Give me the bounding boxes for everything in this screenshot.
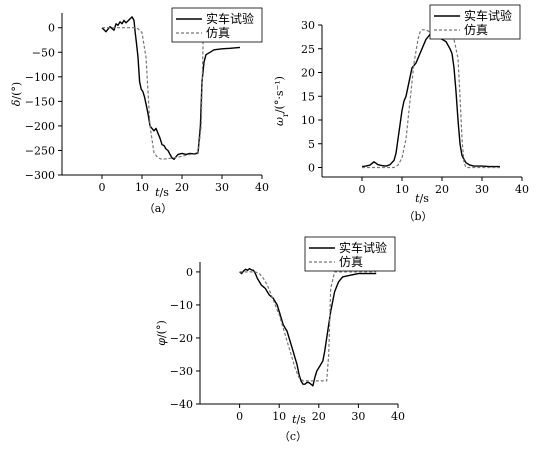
panel-caption: （b） bbox=[403, 210, 432, 223]
x-axis-label: t/s bbox=[155, 186, 169, 199]
test-series-line bbox=[101, 16, 241, 161]
y-tick-label: −200 bbox=[25, 120, 55, 133]
y-tick-label: −40 bbox=[170, 398, 193, 411]
panel-caption: （a） bbox=[144, 202, 173, 215]
y-tick-label: −300 bbox=[25, 169, 55, 182]
y-tick-label: −150 bbox=[25, 95, 55, 108]
x-tick-label: 0 bbox=[99, 181, 106, 194]
legend-test-label: 实车试验 bbox=[464, 8, 512, 23]
y-axis-label: δ/(°) bbox=[10, 82, 23, 106]
x-tick-label: 20 bbox=[312, 410, 326, 423]
y-tick-label: 5 bbox=[308, 138, 315, 151]
y-tick-label: −30 bbox=[170, 365, 193, 378]
y-tick-label: −50 bbox=[32, 46, 55, 59]
x-tick-label: 0 bbox=[236, 410, 243, 423]
legend-test-label: 实车试验 bbox=[339, 240, 387, 255]
x-tick-label: 10 bbox=[135, 181, 149, 194]
y-tick-label: −250 bbox=[25, 144, 55, 157]
x-tick-label: 20 bbox=[175, 181, 189, 194]
y-axis-label: φ/(°) bbox=[155, 320, 168, 346]
y-tick-label: 30 bbox=[301, 19, 315, 32]
x-tick-label: 40 bbox=[515, 183, 529, 196]
x-tick-label: 30 bbox=[351, 410, 365, 423]
y-tick-label: −10 bbox=[170, 299, 193, 312]
legend-simulation-label: 仿真 bbox=[206, 26, 230, 40]
y-tick-label: 0 bbox=[48, 22, 55, 35]
x-tick-label: 10 bbox=[272, 410, 286, 423]
y-tick-label: 0 bbox=[186, 266, 193, 279]
y-tick-label: 25 bbox=[301, 43, 315, 56]
legend-box bbox=[171, 7, 263, 43]
legend-box bbox=[429, 4, 521, 40]
y-tick-label: 10 bbox=[301, 114, 315, 127]
legend-simulation-label: 仿真 bbox=[339, 255, 363, 269]
legend-simulation-label: 仿真 bbox=[464, 23, 488, 37]
x-tick-label: 10 bbox=[395, 183, 409, 196]
test-series-line bbox=[239, 267, 377, 387]
simulation-series-line bbox=[239, 271, 377, 382]
chart-panel-a: 0 10 20 30 40 0 −50 −100 −150 −200 −250 −300 t/s δ/(°… bbox=[10, 7, 269, 215]
x-axis-label: t/s bbox=[292, 413, 306, 426]
x-tick-label: 40 bbox=[255, 181, 269, 194]
panel-caption: （c） bbox=[279, 430, 307, 443]
x-tick-label: 30 bbox=[475, 183, 489, 196]
y-axis-label: ωr/(°·s⁻¹) bbox=[273, 76, 290, 126]
y-tick-label: 0 bbox=[308, 162, 315, 175]
simulation-series-line bbox=[102, 27, 240, 160]
legend-box bbox=[304, 236, 396, 272]
y-tick-label: 20 bbox=[301, 67, 315, 80]
y-tick-label: −100 bbox=[25, 71, 55, 84]
x-tick-label: 20 bbox=[435, 183, 449, 196]
simulation-series-line bbox=[362, 29, 500, 169]
chart-panel-b: 0 10 20 30 40 0 5 10 15 20 25 30 t/s ωr/(°·s⁻¹) 实车试验仿真… bbox=[273, 4, 529, 223]
x-tick-label: 0 bbox=[359, 183, 366, 196]
x-axis-label: t/s bbox=[415, 192, 429, 205]
legend-test-label: 实车试验 bbox=[206, 11, 254, 26]
y-tick-label: 15 bbox=[301, 90, 315, 103]
x-tick-label: 30 bbox=[215, 181, 229, 194]
x-tick-label: 40 bbox=[391, 410, 405, 423]
test-series-line bbox=[361, 31, 500, 168]
y-tick-label: −20 bbox=[170, 332, 193, 345]
